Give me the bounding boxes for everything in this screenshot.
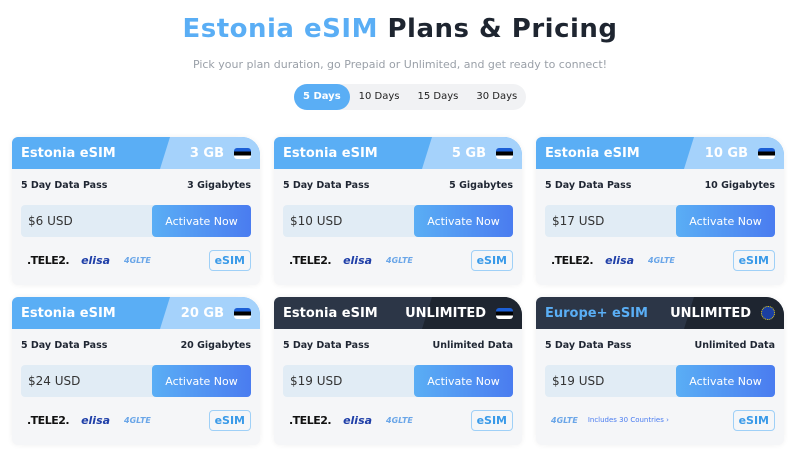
price: $17 USD: [552, 214, 605, 228]
esim-badge: eSIM: [470, 409, 513, 431]
4g-lte-icon: 4GLTE: [124, 415, 151, 425]
activate-now-button[interactable]: Activate Now: [676, 365, 775, 397]
plan-card: Estonia eSIM 5 GB 5 Day Data Pass 5 Gigab…: [274, 137, 522, 285]
plan-data: 20 GB: [180, 305, 224, 321]
4g-lte-icon: 4GLTE: [124, 255, 151, 265]
pass-label: 5 Day Data Pass: [283, 340, 370, 351]
data-amount: Unlimited Data: [694, 340, 776, 351]
card-header: Estonia eSIM 10 GB: [536, 137, 784, 169]
card-header: Estonia eSIM UNLIMITED: [274, 297, 522, 329]
elisa-logo: elisa: [343, 413, 373, 427]
plan-name: Estonia eSIM: [283, 145, 378, 161]
pass-label: 5 Day Data Pass: [21, 180, 108, 191]
tele2-logo: .TELE2.: [289, 413, 332, 427]
data-amount: Unlimited Data: [432, 340, 514, 351]
subtitle: Pick your plan duration, go Prepaid or U…: [192, 58, 608, 71]
plan-card: Europe+ eSIM UNLIMITED 5 Day Data Pass Un…: [536, 297, 784, 445]
card-header: Estonia eSIM 3 GB: [12, 137, 260, 169]
data-amount: 5 Gigabytes: [449, 180, 513, 191]
eu-flag-icon: [761, 306, 775, 320]
elisa-logo: elisa: [81, 413, 111, 427]
estonia-flag-icon: [758, 147, 775, 159]
4g-lte-icon: 4GLTE: [551, 415, 578, 425]
card-header: Estonia eSIM 5 GB: [274, 137, 522, 169]
tab-10-days[interactable]: 10 Days: [358, 91, 400, 102]
activate-now-button[interactable]: Activate Now: [152, 365, 251, 397]
pass-label: 5 Day Data Pass: [21, 340, 108, 351]
price: $24 USD: [28, 374, 81, 388]
price: $10 USD: [290, 214, 343, 228]
plan-name: Estonia eSIM: [21, 145, 116, 161]
tele2-logo: .TELE2.: [27, 253, 70, 267]
data-amount: 20 Gigabytes: [180, 340, 251, 351]
activate-now-button[interactable]: Activate Now: [414, 205, 513, 237]
esim-badge: eSIM: [732, 249, 775, 271]
4g-lte-icon: 4GLTE: [386, 255, 413, 265]
plan-card: Estonia eSIM 10 GB 5 Day Data Pass 10 Gig…: [536, 137, 784, 285]
esim-badge: eSIM: [732, 409, 775, 431]
estonia-flag-icon: [496, 147, 513, 159]
estonia-flag-icon: [234, 307, 251, 319]
tab-15-days[interactable]: 15 Days: [417, 91, 459, 102]
data-amount: 10 Gigabytes: [704, 180, 775, 191]
tab-5-days[interactable]: 5 Days: [294, 84, 350, 110]
card-header: Estonia eSIM 20 GB: [12, 297, 260, 329]
duration-tabs: 5 Days 10 Days 15 Days 30 Days: [294, 84, 527, 110]
tele2-logo: .TELE2.: [289, 253, 332, 267]
tele2-logo: .TELE2.: [551, 253, 594, 267]
elisa-logo: elisa: [343, 253, 373, 267]
estonia-flag-icon: [496, 307, 513, 319]
plan-card: Estonia eSIM 20 GB 5 Day Data Pass 20 Gig…: [12, 297, 260, 445]
estonia-flag-icon: [234, 147, 251, 159]
4g-lte-icon: 4GLTE: [648, 255, 675, 265]
plan-name: Estonia eSIM: [21, 305, 116, 321]
activate-now-button[interactable]: Activate Now: [152, 205, 251, 237]
esim-badge: eSIM: [470, 249, 513, 271]
elisa-logo: elisa: [605, 253, 635, 267]
price: $19 USD: [552, 374, 605, 388]
plan-data: UNLIMITED: [670, 305, 751, 321]
data-amount: 3 Gigabytes: [187, 180, 251, 191]
tab-30-days[interactable]: 30 Days: [476, 91, 518, 102]
plan-card: Estonia eSIM 3 GB 5 Day Data Pass 3 Gigab…: [12, 137, 260, 285]
plan-data: 10 GB: [704, 145, 748, 161]
tele2-logo: .TELE2.: [27, 413, 70, 427]
plan-data: UNLIMITED: [405, 305, 486, 321]
pass-label: 5 Day Data Pass: [545, 180, 632, 191]
card-header: Europe+ eSIM UNLIMITED: [536, 297, 784, 329]
activate-now-button[interactable]: Activate Now: [676, 205, 775, 237]
pass-label: 5 Day Data Pass: [545, 340, 632, 351]
activate-now-button[interactable]: Activate Now: [414, 365, 513, 397]
plan-name: Estonia eSIM: [545, 145, 640, 161]
plan-name: Estonia eSIM: [283, 305, 378, 321]
price: $19 USD: [290, 374, 343, 388]
esim-badge: eSIM: [208, 249, 251, 271]
plan-name: Europe+ eSIM: [545, 305, 648, 321]
includes-countries-link[interactable]: Includes 30 Countries ›: [587, 416, 669, 424]
plan-card: Estonia eSIM UNLIMITED 5 Day Data Pass Un…: [274, 297, 522, 445]
pass-label: 5 Day Data Pass: [283, 180, 370, 191]
price: $6 USD: [28, 214, 73, 228]
plan-data: 3 GB: [189, 145, 224, 161]
page-title: Estonia eSIM Plans & Pricing: [182, 14, 618, 44]
elisa-logo: elisa: [81, 253, 111, 267]
esim-badge: eSIM: [208, 409, 251, 431]
plan-data: 5 GB: [451, 145, 486, 161]
4g-lte-icon: 4GLTE: [386, 415, 413, 425]
